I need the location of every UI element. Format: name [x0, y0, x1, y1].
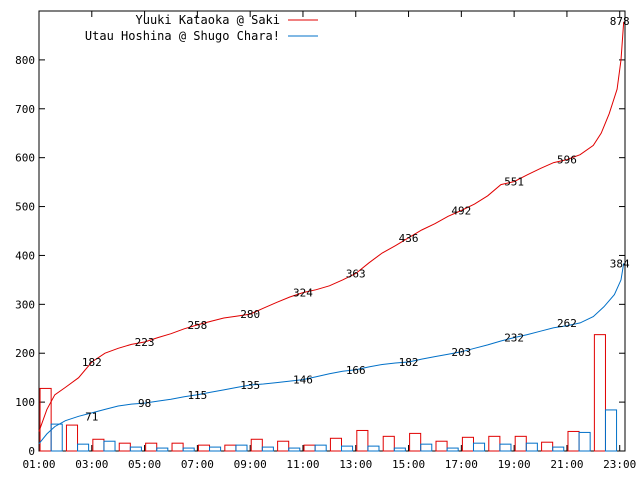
bar-series-2-hour-19	[525, 442, 538, 452]
bar-series-2-hour-15	[420, 443, 433, 452]
x-tick-label-0: 01:00	[22, 458, 55, 471]
bar-series-1-hour-14	[382, 435, 395, 452]
y-tick-label-0: 0	[28, 445, 35, 458]
bar-series-2-hour-11	[314, 444, 327, 452]
data-label-series-2-9: 262	[557, 317, 577, 330]
bar-series-2-hour-7	[209, 446, 222, 452]
x-tick-label-4: 09:00	[234, 458, 267, 471]
data-label-series-1-5: 363	[346, 268, 366, 281]
data-label-series-2-0: 71	[85, 410, 98, 423]
data-label-series-2-3: 135	[240, 379, 260, 392]
x-tick-label-6: 13:00	[339, 458, 372, 471]
y-tick-label-3: 300	[15, 298, 35, 311]
bar-series-1-hour-19	[514, 435, 527, 452]
data-label-series-2-8: 232	[504, 332, 524, 345]
x-tick-label-3: 07:00	[181, 458, 214, 471]
x-tick-label-5: 11:00	[286, 458, 319, 471]
bar-series-1-hour-22	[593, 334, 606, 452]
bar-series-1-hour-12	[329, 437, 343, 452]
y-tick-label-6: 600	[15, 152, 35, 165]
bar-series-2-hour-17	[472, 442, 486, 452]
data-label-series-2-4: 146	[293, 374, 313, 387]
data-label-series-1-10: 878	[610, 15, 630, 28]
bar-series-1-hour-11	[303, 444, 316, 452]
bar-series-2-hour-3	[103, 440, 116, 452]
x-tick-label-7: 15:00	[392, 458, 425, 471]
bar-series-2-hour-1	[50, 423, 63, 452]
data-label-series-1-4: 324	[293, 287, 313, 300]
bar-series-2-hour-13	[367, 445, 380, 452]
data-label-series-1-2: 258	[187, 319, 207, 332]
bar-series-1-hour-7	[197, 444, 211, 452]
x-tick-label-9: 19:00	[498, 458, 531, 471]
data-label-series-2-2: 115	[187, 389, 207, 402]
bar-series-2-hour-4	[129, 446, 142, 452]
bar-series-1-hour-13	[356, 429, 369, 452]
bar-series-1-hour-18	[488, 435, 501, 452]
bar-series-2-hour-10	[288, 447, 301, 452]
hourly-bars	[39, 334, 618, 452]
data-label-series-1-7: 492	[451, 204, 471, 217]
y-tick-label-5: 500	[15, 201, 35, 214]
bar-series-1-hour-21	[567, 430, 580, 452]
data-label-series-1-6: 436	[399, 232, 419, 245]
bar-series-1-hour-4	[118, 442, 131, 452]
bar-series-1-hour-6	[171, 442, 184, 452]
bar-series-1-hour-16	[435, 440, 448, 452]
legend-label-series-1: Yuuki Kataoka @ Saki	[136, 13, 281, 27]
x-tick-label-2: 05:00	[128, 458, 161, 471]
bar-series-1-hour-10	[277, 440, 290, 452]
x-tick-label-1: 03:00	[75, 458, 108, 471]
plot-frame	[38, 10, 626, 452]
y-tick-label-1: 100	[15, 396, 35, 409]
bar-series-1-hour-8	[224, 444, 237, 452]
y-tick-label-8: 800	[15, 54, 35, 67]
data-label-series-1-0: 182	[82, 356, 102, 369]
bar-series-1-hour-2	[65, 424, 79, 452]
y-tick-label-7: 700	[15, 103, 35, 116]
data-label-series-2-1: 98	[138, 397, 151, 410]
data-label-series-2-7: 203	[451, 346, 471, 359]
y-tick-label-4: 400	[15, 249, 35, 262]
series-line-2	[38, 263, 625, 445]
bar-series-2-hour-9	[261, 446, 274, 452]
y-tick-label-2: 200	[15, 347, 35, 360]
bar-series-1-hour-5	[145, 442, 158, 452]
bar-series-2-hour-18	[499, 443, 512, 452]
bar-series-2-hour-20	[552, 446, 565, 452]
bar-series-2-hour-14	[393, 447, 406, 452]
bar-series-1-hour-17	[461, 436, 474, 452]
bar-series-2-hour-5	[156, 447, 169, 452]
axis-ticks: 0 100 200 300 400 500 600 700 800 01:00 03:00 05:00…	[15, 11, 636, 471]
bar-series-2-hour-22	[604, 409, 618, 452]
data-label-series-2-10: 384	[610, 257, 630, 270]
x-tick-label-8: 17:00	[445, 458, 478, 471]
series-line-1	[38, 21, 625, 432]
legend: Yuuki Kataoka @ Saki Utau Hoshina @ Shug…	[85, 13, 318, 43]
bar-series-1-hour-15	[409, 432, 422, 452]
bar-series-1-hour-20	[541, 441, 554, 452]
bar-series-2-hour-6	[182, 447, 195, 452]
bar-series-2-hour-2	[77, 443, 90, 452]
bar-series-2-hour-21	[578, 431, 591, 452]
data-label-series-1-9: 596	[557, 154, 577, 167]
data-label-series-1-1: 223	[135, 336, 155, 349]
x-tick-label-10: 21:00	[550, 458, 583, 471]
bar-series-2-hour-12	[341, 445, 354, 452]
bar-series-2-hour-8	[235, 444, 248, 452]
data-label-series-2-5: 166	[346, 364, 366, 377]
point-labels: 182 223 258 280 324 363 436 492 551 596 878 71 98 115…	[82, 15, 630, 423]
x-tick-label-11: 23:00	[603, 458, 636, 471]
data-label-series-1-3: 280	[240, 308, 260, 321]
bar-series-2-hour-16	[446, 447, 459, 452]
data-label-series-2-6: 182	[399, 356, 419, 369]
cumulative-lines	[38, 21, 625, 445]
bar-series-1-hour-1	[39, 387, 52, 452]
legend-label-series-2: Utau Hoshina @ Shugo Chara!	[85, 29, 280, 43]
bar-series-1-hour-9	[250, 438, 263, 452]
data-label-series-1-8: 551	[504, 176, 524, 189]
bar-series-1-hour-3	[92, 438, 105, 452]
